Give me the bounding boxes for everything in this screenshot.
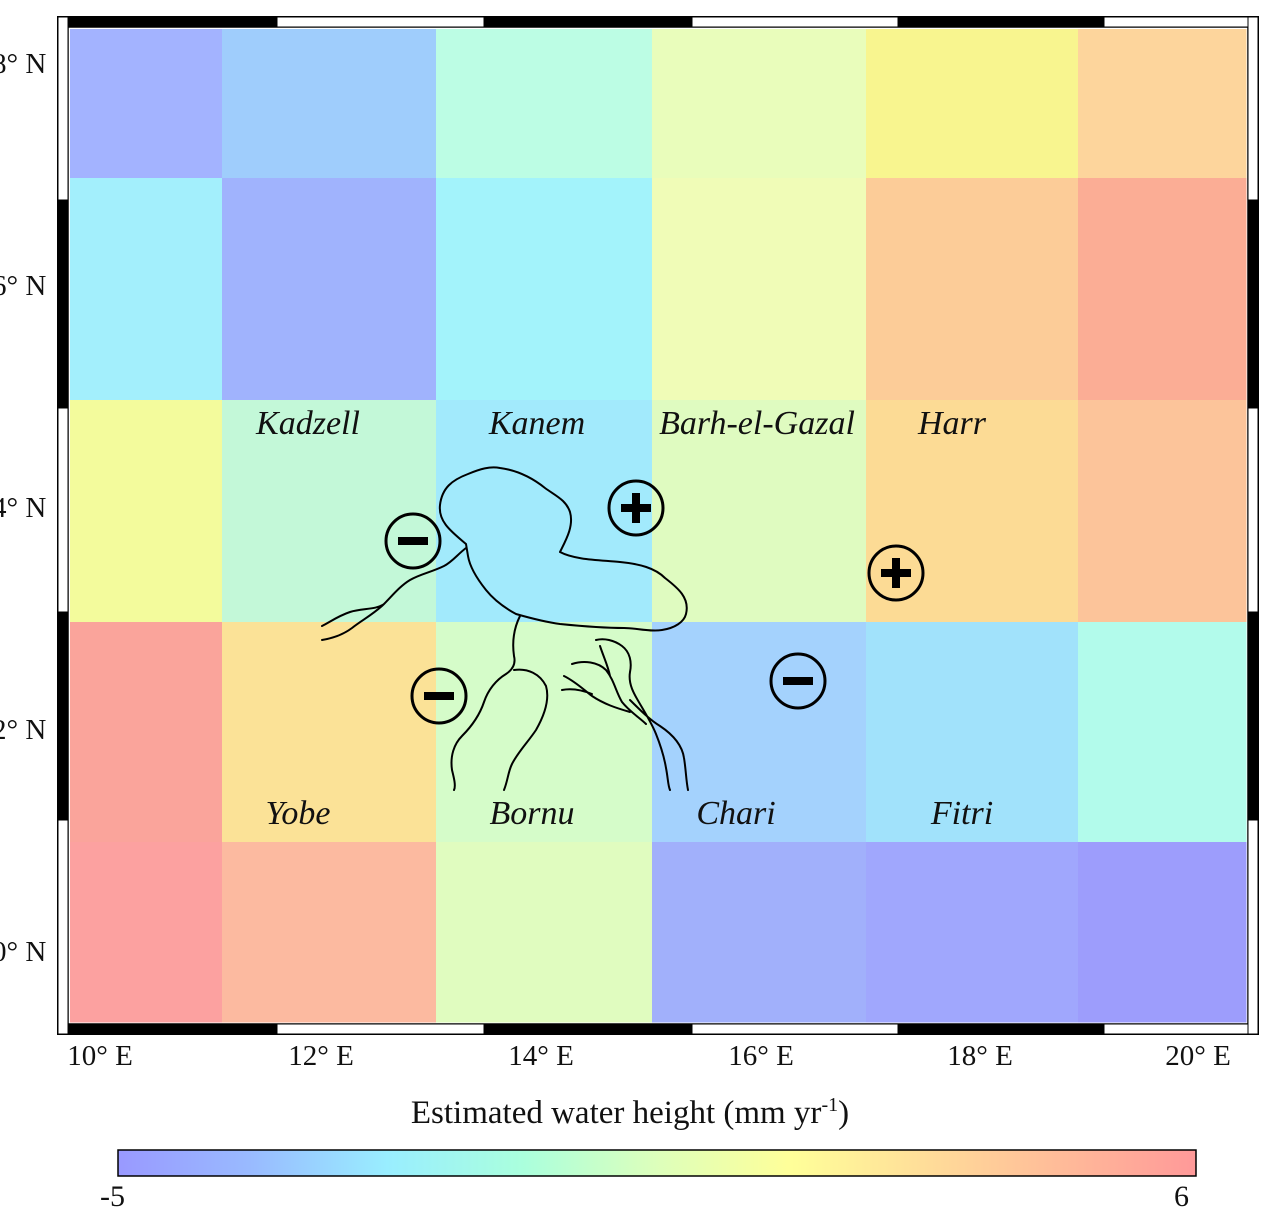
grid-cell [1078, 178, 1247, 401]
grid-cell [436, 842, 653, 1023]
frame-scale-segment [57, 819, 69, 1035]
grid-cell [436, 178, 653, 401]
grid-cell [70, 622, 223, 843]
lat-label-4: 4° N [0, 492, 47, 524]
frame-scale-segment [276, 1023, 485, 1035]
grid-cell [70, 400, 223, 623]
grid-cell [436, 622, 653, 843]
grid-cell [652, 622, 867, 843]
region-label-yobe: Yobe [265, 795, 331, 832]
grid-cell [866, 842, 1079, 1023]
lon-label-20: 20° E [1165, 1040, 1231, 1072]
grid-cell [1078, 622, 1247, 843]
region-label-kanem: Kanem [488, 405, 586, 442]
region-label-bornu: Bornu [489, 795, 575, 832]
grid-cell [866, 400, 1079, 623]
grid-cell [652, 29, 867, 179]
lake-chad-outline [321, 466, 689, 791]
frame-scale-segment [57, 16, 69, 201]
region-label-chari: Chari [696, 795, 776, 832]
negative-trend-icon [384, 512, 442, 570]
region-label-fitri: Fitri [930, 795, 994, 832]
frame-scale-segment [1247, 199, 1259, 409]
frame-scale-segment [1247, 611, 1259, 821]
legend-colorbar [117, 1149, 1197, 1177]
water-height-grid [70, 29, 1247, 1023]
frame-scale-segment [483, 16, 693, 28]
lat-label-0: 0° N [0, 936, 47, 968]
region-label-kadzell: Kadzell [256, 405, 360, 442]
lon-label-10: 10° E [67, 1040, 133, 1072]
grid-cell [70, 178, 223, 401]
grid-cell [70, 842, 223, 1023]
lon-label-18: 18° E [947, 1040, 1013, 1072]
frame-scale-segment [1247, 407, 1259, 613]
frame-scale-segment [1247, 819, 1259, 1035]
negative-trend-icon [410, 667, 468, 725]
frame-scale-segment [483, 1023, 693, 1035]
lat-label-2: 2° N [0, 714, 47, 746]
legend-title: Estimated water height (mm yr-1) [410, 1094, 850, 1131]
map-frame-scale-bars [57, 16, 1259, 1035]
grid-cell [1078, 400, 1247, 623]
river-bornu [450, 615, 549, 791]
frame-scale-segment [57, 407, 69, 613]
frame-scale-segment [1103, 16, 1259, 28]
frame-scale-segment [897, 1023, 1105, 1035]
legend-max-value: 6 [1174, 1180, 1189, 1213]
grid-cell [222, 400, 437, 623]
frame-scale-segment [691, 16, 899, 28]
grid-cell [70, 29, 223, 179]
legend-title-superscript: -1 [821, 1094, 839, 1116]
grid-cell [866, 178, 1079, 401]
grid-cell [866, 29, 1079, 179]
grid-cell [652, 842, 867, 1023]
grid-cell [652, 400, 867, 623]
lon-label-16: 16° E [728, 1040, 794, 1072]
grid-cell [436, 29, 653, 179]
frame-scale-segment [57, 611, 69, 821]
positive-trend-icon [867, 544, 925, 602]
positive-trend-icon [607, 479, 665, 537]
lat-label-8: 8° N [0, 48, 47, 80]
river-chari [561, 638, 689, 791]
grid-cell [1078, 29, 1247, 179]
lat-label-6: 6° N [0, 270, 47, 302]
frame-scale-segment [897, 16, 1105, 28]
lake-shoreline [438, 466, 688, 632]
grid-cell [222, 622, 437, 843]
frame-scale-segment [691, 1023, 899, 1035]
negative-trend-icon [769, 652, 827, 710]
frame-scale-segment [276, 16, 485, 28]
grid-cell [652, 178, 867, 401]
frame-scale-segment [57, 1023, 278, 1035]
frame-scale-segment [57, 16, 278, 28]
river-yobe [321, 547, 467, 641]
grid-cell [436, 400, 653, 623]
grid-cell [1078, 842, 1247, 1023]
lon-label-14: 14° E [508, 1040, 574, 1072]
grid-cell [866, 622, 1079, 843]
frame-scale-segment [57, 199, 69, 409]
frame-scale-segment [1103, 1023, 1259, 1035]
trend-markers [384, 479, 925, 725]
region-label-barh-el-gazal: Barh-el-Gazal [659, 405, 855, 442]
grid-cell [222, 178, 437, 401]
grid-cell [222, 29, 437, 179]
grid-cell [222, 842, 437, 1023]
frame-scale-segment [1247, 16, 1259, 201]
region-label-harr: Harr [917, 405, 987, 442]
legend-min-value: -5 [100, 1180, 125, 1213]
lon-label-12: 12° E [288, 1040, 354, 1072]
